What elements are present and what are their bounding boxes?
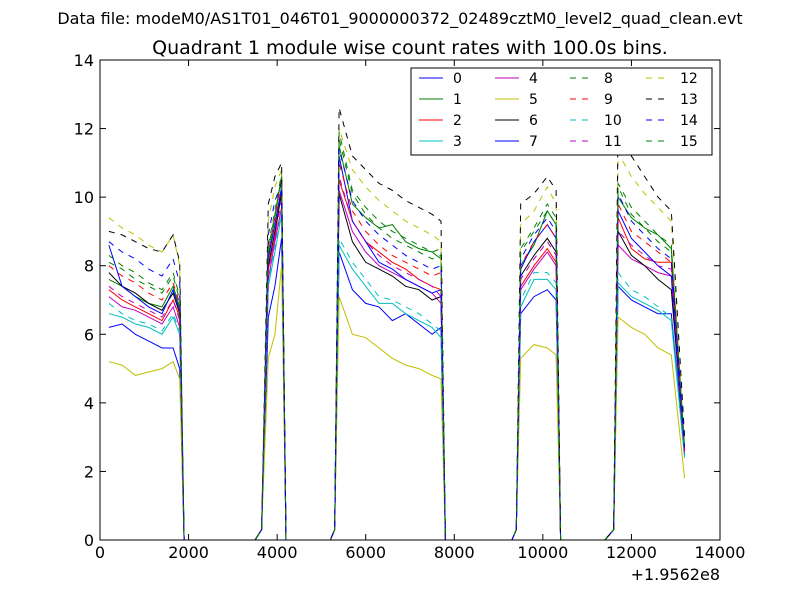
legend-label-2: 2 — [453, 113, 462, 129]
legend-label-1: 1 — [453, 92, 462, 108]
legend-label-5: 5 — [529, 92, 538, 108]
x-tick-label: 2000 — [168, 543, 209, 562]
legend-label-3: 3 — [453, 134, 462, 150]
x-tick-label: 4000 — [257, 543, 298, 562]
y-tick-label: 6 — [84, 325, 94, 344]
legend-label-13: 13 — [680, 92, 698, 108]
legend-label-0: 0 — [453, 71, 462, 87]
legend-label-14: 14 — [680, 113, 698, 129]
x-offset-label: +1.9562e8 — [631, 565, 720, 584]
axis-ticks: 0 2000 4000 6000 8000 10000 12000 1400002468101… — [74, 51, 746, 562]
plot-frame — [99, 59, 721, 541]
chart-suptitle: Data file: modeM0/AS1T01_046T01_90000003… — [57, 9, 742, 29]
legend-label-7: 7 — [529, 134, 538, 150]
legend-label-15: 15 — [680, 134, 698, 150]
y-tick-label: 8 — [84, 257, 94, 276]
legend-label-6: 6 — [529, 113, 538, 129]
x-tick-label: 12000 — [606, 543, 657, 562]
y-tick-label: 14 — [74, 51, 94, 70]
series-layer — [108, 107, 686, 540]
y-tick-label: 0 — [84, 531, 94, 550]
x-tick-label: 14000 — [695, 543, 746, 562]
x-tick-label: 0 — [95, 543, 105, 562]
x-tick-label: 8000 — [434, 543, 475, 562]
y-tick-label: 12 — [74, 120, 94, 139]
x-tick-label: 6000 — [345, 543, 386, 562]
x-tick-label: 10000 — [517, 543, 568, 562]
chart-title: Quadrant 1 module wise count rates with … — [152, 37, 668, 59]
legend-label-4: 4 — [529, 71, 538, 87]
y-tick-label: 4 — [84, 394, 94, 413]
y-tick-label: 10 — [74, 188, 94, 207]
legend-label-9: 9 — [604, 92, 613, 108]
legend-label-12: 12 — [680, 71, 698, 87]
legend-label-11: 11 — [604, 134, 622, 150]
series-line-14 — [108, 148, 686, 540]
legend-label-10: 10 — [604, 113, 622, 129]
legend-label-8: 8 — [604, 71, 613, 87]
y-tick-label: 2 — [84, 462, 94, 481]
series-line-15 — [108, 131, 686, 540]
